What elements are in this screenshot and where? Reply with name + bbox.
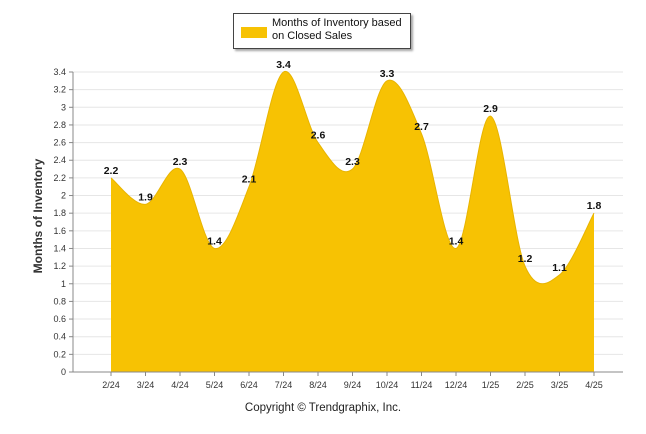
y-tick-label: 1.6: [53, 226, 66, 236]
legend-label-line1: Months of Inventory based: [272, 17, 402, 29]
y-tick-label: 2.8: [53, 120, 66, 130]
x-tick-label: 2/24: [102, 380, 120, 390]
y-tick-label: 1: [61, 279, 66, 289]
x-tick-label: 12/24: [445, 380, 468, 390]
x-tick-label: 6/24: [240, 380, 258, 390]
data-label: 1.4: [207, 235, 222, 247]
data-label: 2.2: [104, 165, 119, 177]
data-label: 2.3: [345, 156, 360, 168]
legend-swatch: [241, 27, 267, 38]
y-tick-label: 2.2: [53, 173, 66, 183]
data-label: 3.3: [380, 68, 395, 80]
x-tick-label: 10/24: [376, 380, 399, 390]
y-tick-label: 0.8: [53, 296, 66, 306]
legend-label-line2: on Closed Sales: [272, 30, 353, 42]
series-area: [110, 71, 595, 373]
data-label: 1.8: [587, 200, 602, 212]
x-tick-label: 7/24: [275, 380, 293, 390]
data-labels: 2.2 1.9 2.3 1.4 2.1 3.4 2.6 2.3 3.3 2.7 1.4 2.9 1.2 1…: [104, 59, 602, 274]
series-line: [110, 71, 595, 285]
legend: Months of Inventory based on Closed Sale…: [233, 13, 411, 49]
x-tick-label: 1/25: [482, 380, 500, 390]
y-tick-label: 2.6: [53, 138, 66, 148]
y-tick-label: 0.6: [53, 314, 66, 324]
y-tick-label: 2.4: [53, 155, 66, 165]
y-tick-label: 3.4: [53, 67, 66, 77]
data-label: 2.3: [173, 156, 188, 168]
x-tick-label: 11/24: [411, 380, 433, 390]
data-label: 2.7: [414, 121, 429, 133]
y-tick-label: 1.8: [53, 208, 66, 218]
data-label: 2.9: [483, 103, 498, 115]
y-tick-label: 0.2: [53, 349, 66, 359]
data-label: 1.1: [552, 262, 567, 274]
x-tick-label: 3/25: [551, 380, 569, 390]
y-tick-label: 0: [61, 367, 66, 377]
y-axis-title: Months of Inventory: [31, 158, 45, 274]
data-label: 1.9: [138, 191, 153, 203]
x-tick-label: 3/24: [137, 380, 155, 390]
y-tick-label: 0.4: [53, 332, 66, 342]
y-axis: 0 0.2 0.4 0.6 0.8 1 1.2 1.4 1.6 1.8 2 2.2 2.4 2.6 2.8 3…: [53, 67, 74, 377]
x-tick-label: 8/24: [309, 380, 327, 390]
data-label: 1.2: [518, 253, 533, 265]
data-label: 3.4: [276, 59, 291, 71]
x-axis: 2/24 3/24 4/24 5/24 6/24 7/24 8/24 9/24 10/24 11/…: [73, 371, 623, 390]
data-label: 2.1: [242, 174, 257, 186]
series-area-fill: [111, 71, 594, 373]
x-tick-label: 5/24: [206, 380, 224, 390]
data-label: 2.6: [311, 130, 326, 142]
x-tick-label: 2/25: [516, 380, 534, 390]
x-tick-label: 9/24: [344, 380, 362, 390]
y-tick-label: 1.2: [53, 261, 66, 271]
y-tick-label: 1.4: [53, 243, 66, 253]
y-tick-label: 2: [61, 191, 66, 201]
copyright-text: Copyright © Trendgraphix, Inc.: [244, 402, 402, 414]
y-tick-label: 3.2: [53, 85, 66, 95]
legend-label: Months of Inventory based on Closed Sale…: [272, 17, 412, 43]
y-tick-label: 3: [61, 102, 66, 112]
data-label: 1.4: [449, 235, 464, 247]
x-tick-label: 4/24: [171, 380, 189, 390]
x-tick-label: 4/25: [585, 380, 603, 390]
